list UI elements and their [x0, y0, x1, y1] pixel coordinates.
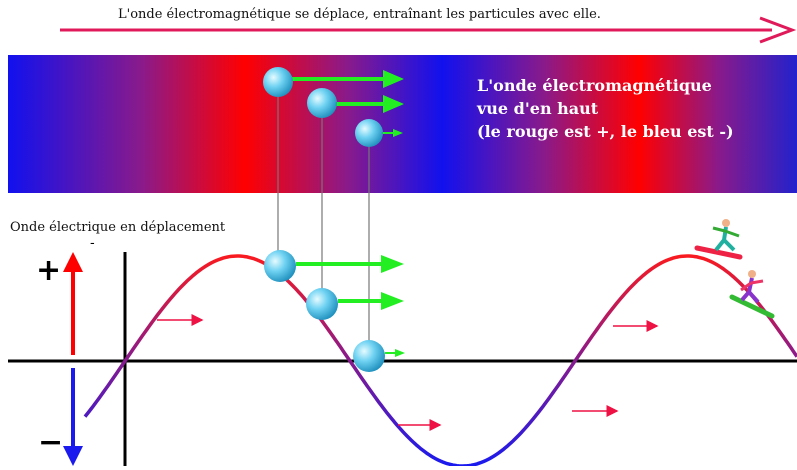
wave-arrow-3 — [385, 349, 405, 357]
top-view-band — [8, 55, 797, 193]
small-mark: - — [90, 236, 95, 251]
wave-arrow-2 — [338, 292, 404, 310]
wave-particle-2 — [306, 288, 338, 320]
band-particle-2 — [307, 88, 337, 118]
particles — [263, 67, 385, 372]
top-view-line-3: (le rouge est +, le bleu est -) — [477, 122, 734, 141]
band-particle-1 — [263, 67, 293, 97]
wave-label: Onde électrique en déplacement — [10, 220, 226, 235]
top-arrow — [60, 16, 797, 44]
direction-arrows — [157, 314, 659, 431]
wave-arrow-1 — [296, 255, 404, 273]
connector-lines — [277, 86, 370, 352]
band-velocity-arrows — [290, 70, 404, 137]
surfer-2 — [729, 270, 775, 319]
positive-arrow — [63, 252, 83, 355]
wave-velocity-arrows — [296, 255, 405, 357]
band-arrow-1 — [290, 70, 404, 88]
plus-sign: + — [36, 253, 62, 288]
top-view-label: L'onde électromagnétique vue d'en haut (… — [477, 74, 734, 143]
negative-arrow — [63, 368, 83, 466]
top-view-line-1: L'onde électromagnétique — [477, 76, 712, 95]
band-arrow-2 — [334, 95, 404, 113]
surfer-1 — [694, 219, 743, 260]
caption: L'onde électromagnétique se déplace, ent… — [118, 7, 601, 22]
band-particle-3 — [355, 119, 383, 147]
top-view-line-2: vue d'en haut — [477, 99, 599, 118]
electric-wave — [83, 254, 797, 468]
minus-sign: − — [38, 425, 64, 460]
wave-particle-1 — [264, 250, 296, 282]
wave-particle-3 — [353, 340, 385, 372]
